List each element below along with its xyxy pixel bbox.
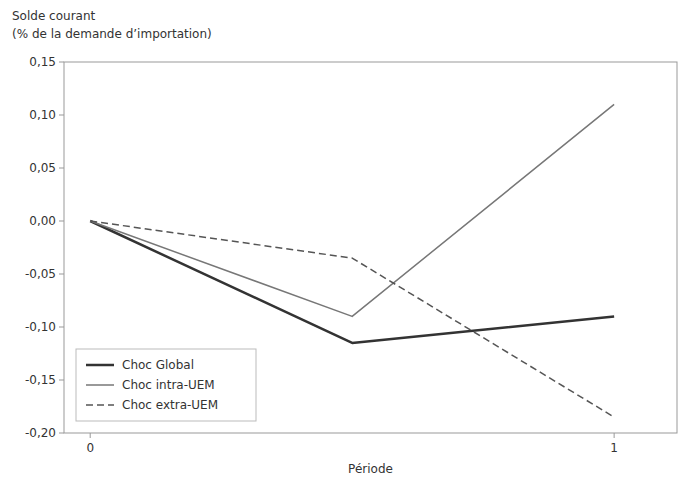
series-line: [90, 104, 614, 316]
y-axis-label: (% de la demande d’importation): [12, 27, 212, 41]
y-tick: [59, 221, 64, 222]
series-line: [90, 221, 614, 343]
y-tick: [59, 62, 64, 63]
y-tick: [59, 274, 64, 275]
y-tick: [59, 115, 64, 116]
legend-box: [76, 349, 256, 421]
y-tick-label: -0,15: [25, 373, 56, 387]
legend-label: Choc extra-UEM: [122, 398, 218, 412]
x-tick-label: 0: [86, 441, 94, 455]
x-axis: 01: [86, 433, 618, 455]
legend: Choc Global Choc intra-UEM Choc extra-UEM: [76, 349, 256, 421]
plot-frame: [64, 62, 677, 433]
x-axis-label: Période: [348, 462, 393, 476]
series-line: [90, 221, 614, 417]
y-axis: -0,20 -0,15 -0,10 -0,05 0,00 0,05 0,10 0,15: [25, 55, 64, 440]
y-tick-label: -0,05: [25, 267, 56, 281]
y-tick-label: -0,20: [25, 426, 56, 440]
legend-swatch: [86, 384, 114, 386]
y-tick-label: 0,15: [29, 55, 56, 69]
chart: -0,20-0,15-0,10-0,050,000,050,100,1501Pé…: [0, 0, 697, 483]
x-tick-label: 1: [610, 441, 618, 455]
y-tick: [59, 433, 64, 434]
y-tick-label: 0,10: [29, 108, 56, 122]
legend-swatch: [86, 404, 114, 406]
legend-label: Choc intra-UEM: [122, 378, 215, 392]
x-tick: [614, 433, 615, 438]
y-tick: [59, 327, 64, 328]
legend-label: Choc Global: [122, 358, 194, 372]
y-tick-label: 0,00: [29, 214, 56, 228]
x-tick: [90, 433, 91, 438]
y-tick: [59, 168, 64, 169]
y-tick-label: 0,05: [29, 161, 56, 175]
legend-swatch: [86, 364, 114, 367]
plot-area: [90, 104, 614, 417]
y-tick: [59, 380, 64, 381]
y-axis-label: Solde courant: [12, 9, 96, 23]
y-tick-label: -0,10: [25, 320, 56, 334]
